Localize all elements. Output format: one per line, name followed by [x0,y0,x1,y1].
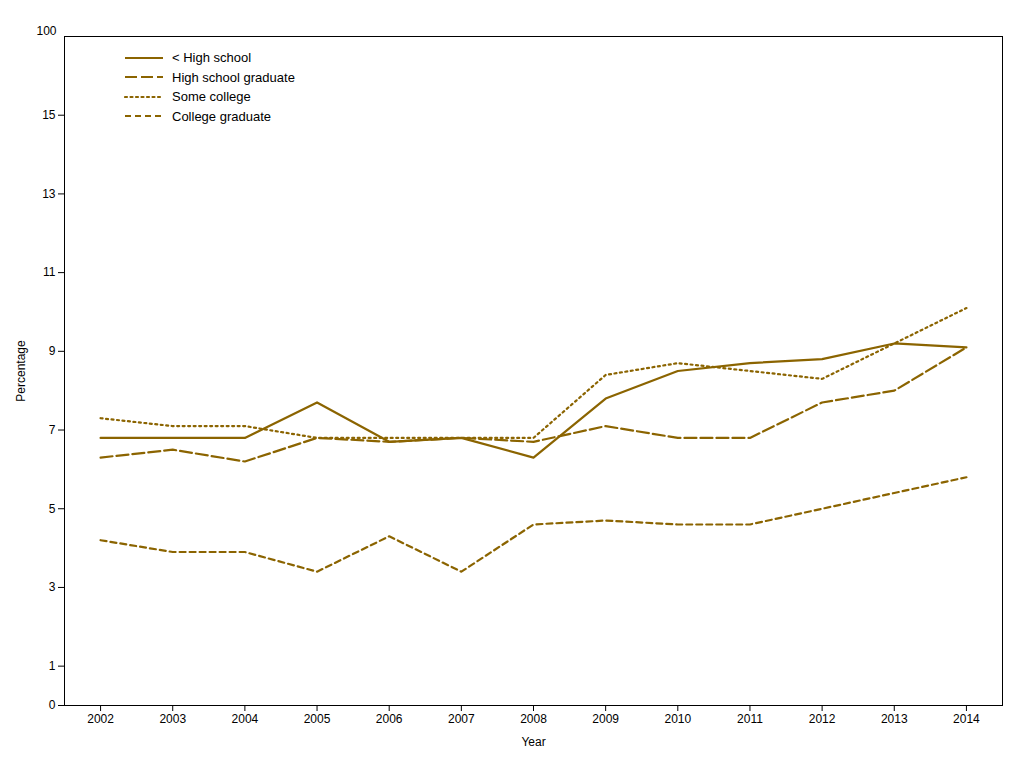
svg-text:2008: 2008 [520,712,547,726]
svg-text:15: 15 [42,108,56,122]
svg-text:5: 5 [49,502,56,516]
svg-text:2013: 2013 [881,712,908,726]
svg-text:Year: Year [521,735,545,749]
svg-text:2004: 2004 [232,712,259,726]
svg-text:13: 13 [42,187,56,201]
svg-text:3: 3 [49,580,56,594]
svg-text:Percentage: Percentage [14,340,28,402]
svg-text:2010: 2010 [664,712,691,726]
svg-text:2011: 2011 [737,712,763,726]
html-text:College graduate: College graduate [172,108,271,124]
svg-text:2006: 2006 [376,712,403,726]
svg-text:100: 100 [36,24,56,38]
svg-text:9: 9 [49,344,56,358]
svg-text:2005: 2005 [304,712,331,726]
svg-text:1: 1 [49,659,56,673]
html-text:High school graduate: High school graduate [172,69,295,85]
svg-text:2003: 2003 [159,712,186,726]
svg-text:11: 11 [43,265,56,279]
html-text:Some college: Some college [172,89,251,104]
svg-text:2007: 2007 [448,712,475,726]
svg-text:2014: 2014 [953,712,980,726]
svg-text:7: 7 [49,423,56,437]
svg-text:2009: 2009 [592,712,619,726]
svg-text:0: 0 [49,698,56,712]
svg-text:2012: 2012 [809,712,836,726]
html-text:< High school: < High school [172,50,252,65]
svg-text:2002: 2002 [87,712,114,726]
